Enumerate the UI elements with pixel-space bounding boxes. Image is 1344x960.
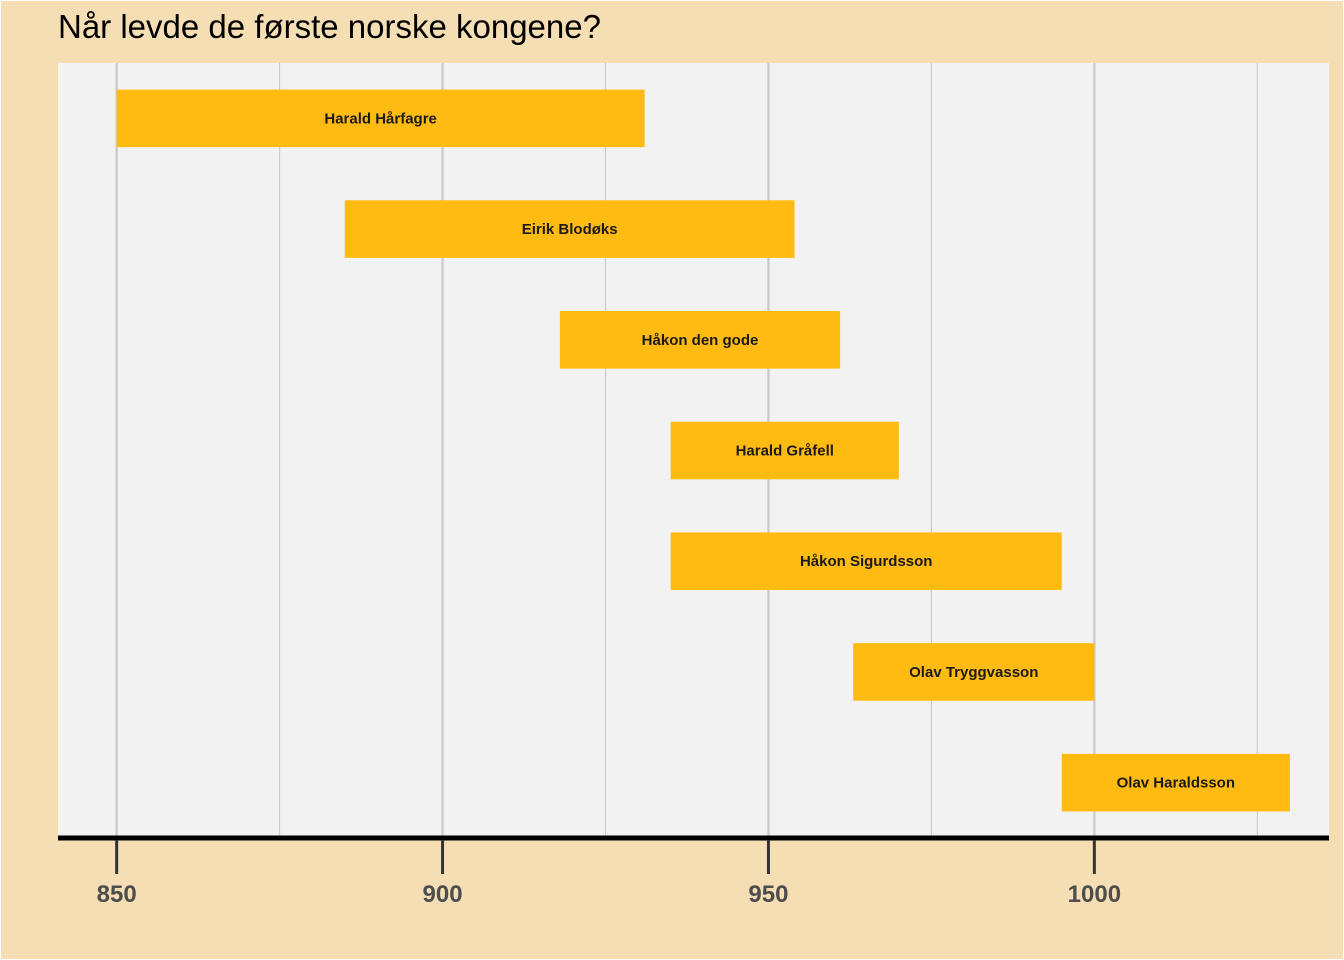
- bar-label: Eirik Blodøks: [522, 221, 618, 238]
- x-tick-label: 950: [748, 881, 788, 908]
- bars: Harald Hårfagre Eirik Blodøks Håkon den go…: [116, 89, 1290, 812]
- bar: [344, 200, 795, 258]
- x-axis-ticks: 850 900 950 1000: [97, 840, 1121, 908]
- bar: [1061, 753, 1290, 812]
- bar: [670, 532, 1062, 590]
- bar-label: Harald Hårfagre: [324, 110, 437, 127]
- bar-label: Harald Gråfell: [736, 443, 834, 460]
- bar: [116, 89, 645, 148]
- bar: [559, 311, 841, 369]
- x-tick-label: 1000: [1068, 881, 1121, 908]
- x-tick-label: 850: [97, 881, 137, 908]
- bar-label: Håkon Sigurdsson: [800, 553, 933, 570]
- bar: [670, 421, 899, 480]
- bar-label: Olav Haraldsson: [1117, 775, 1235, 792]
- bar-label: Olav Tryggvasson: [909, 664, 1038, 681]
- x-tick-label: 900: [423, 881, 463, 908]
- chart-title: Når levde de første norske kongene?: [58, 8, 601, 45]
- minor-gridlines: [279, 63, 1258, 838]
- bar-label: Håkon den gode: [642, 332, 759, 349]
- bar: [853, 643, 1095, 701]
